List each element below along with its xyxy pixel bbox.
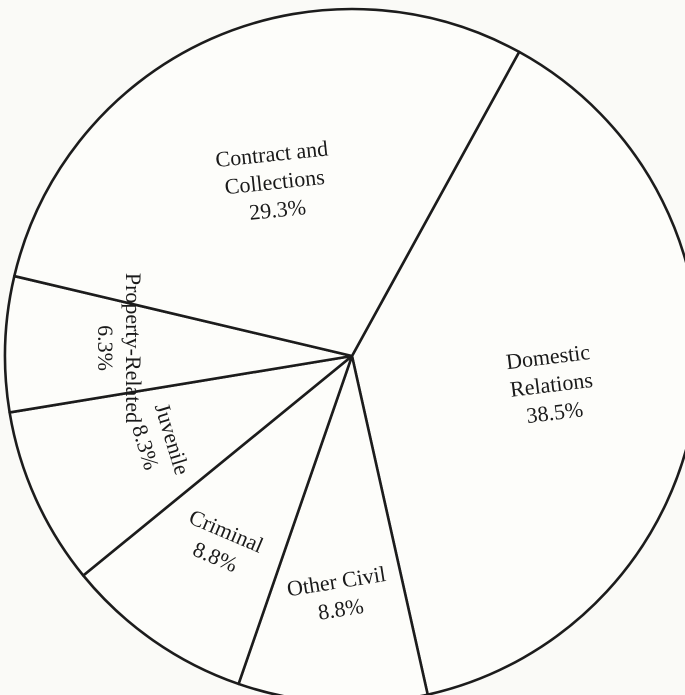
slice-value-contract-and-collections: 29.3% xyxy=(248,194,307,225)
pie-slice-property-related xyxy=(3,274,354,414)
pie-slice-other-civil xyxy=(237,354,429,695)
pie-slice-criminal xyxy=(81,354,354,686)
pie-slice-juvenile xyxy=(8,354,354,577)
pie-slices xyxy=(3,7,685,695)
slice-value-property-related: 6.3% xyxy=(93,325,118,371)
pie-slice-domestic-relations xyxy=(350,50,685,695)
slice-category-property-related: Property-Related xyxy=(121,273,146,423)
pie-slice-contract-and-collections xyxy=(13,7,521,358)
